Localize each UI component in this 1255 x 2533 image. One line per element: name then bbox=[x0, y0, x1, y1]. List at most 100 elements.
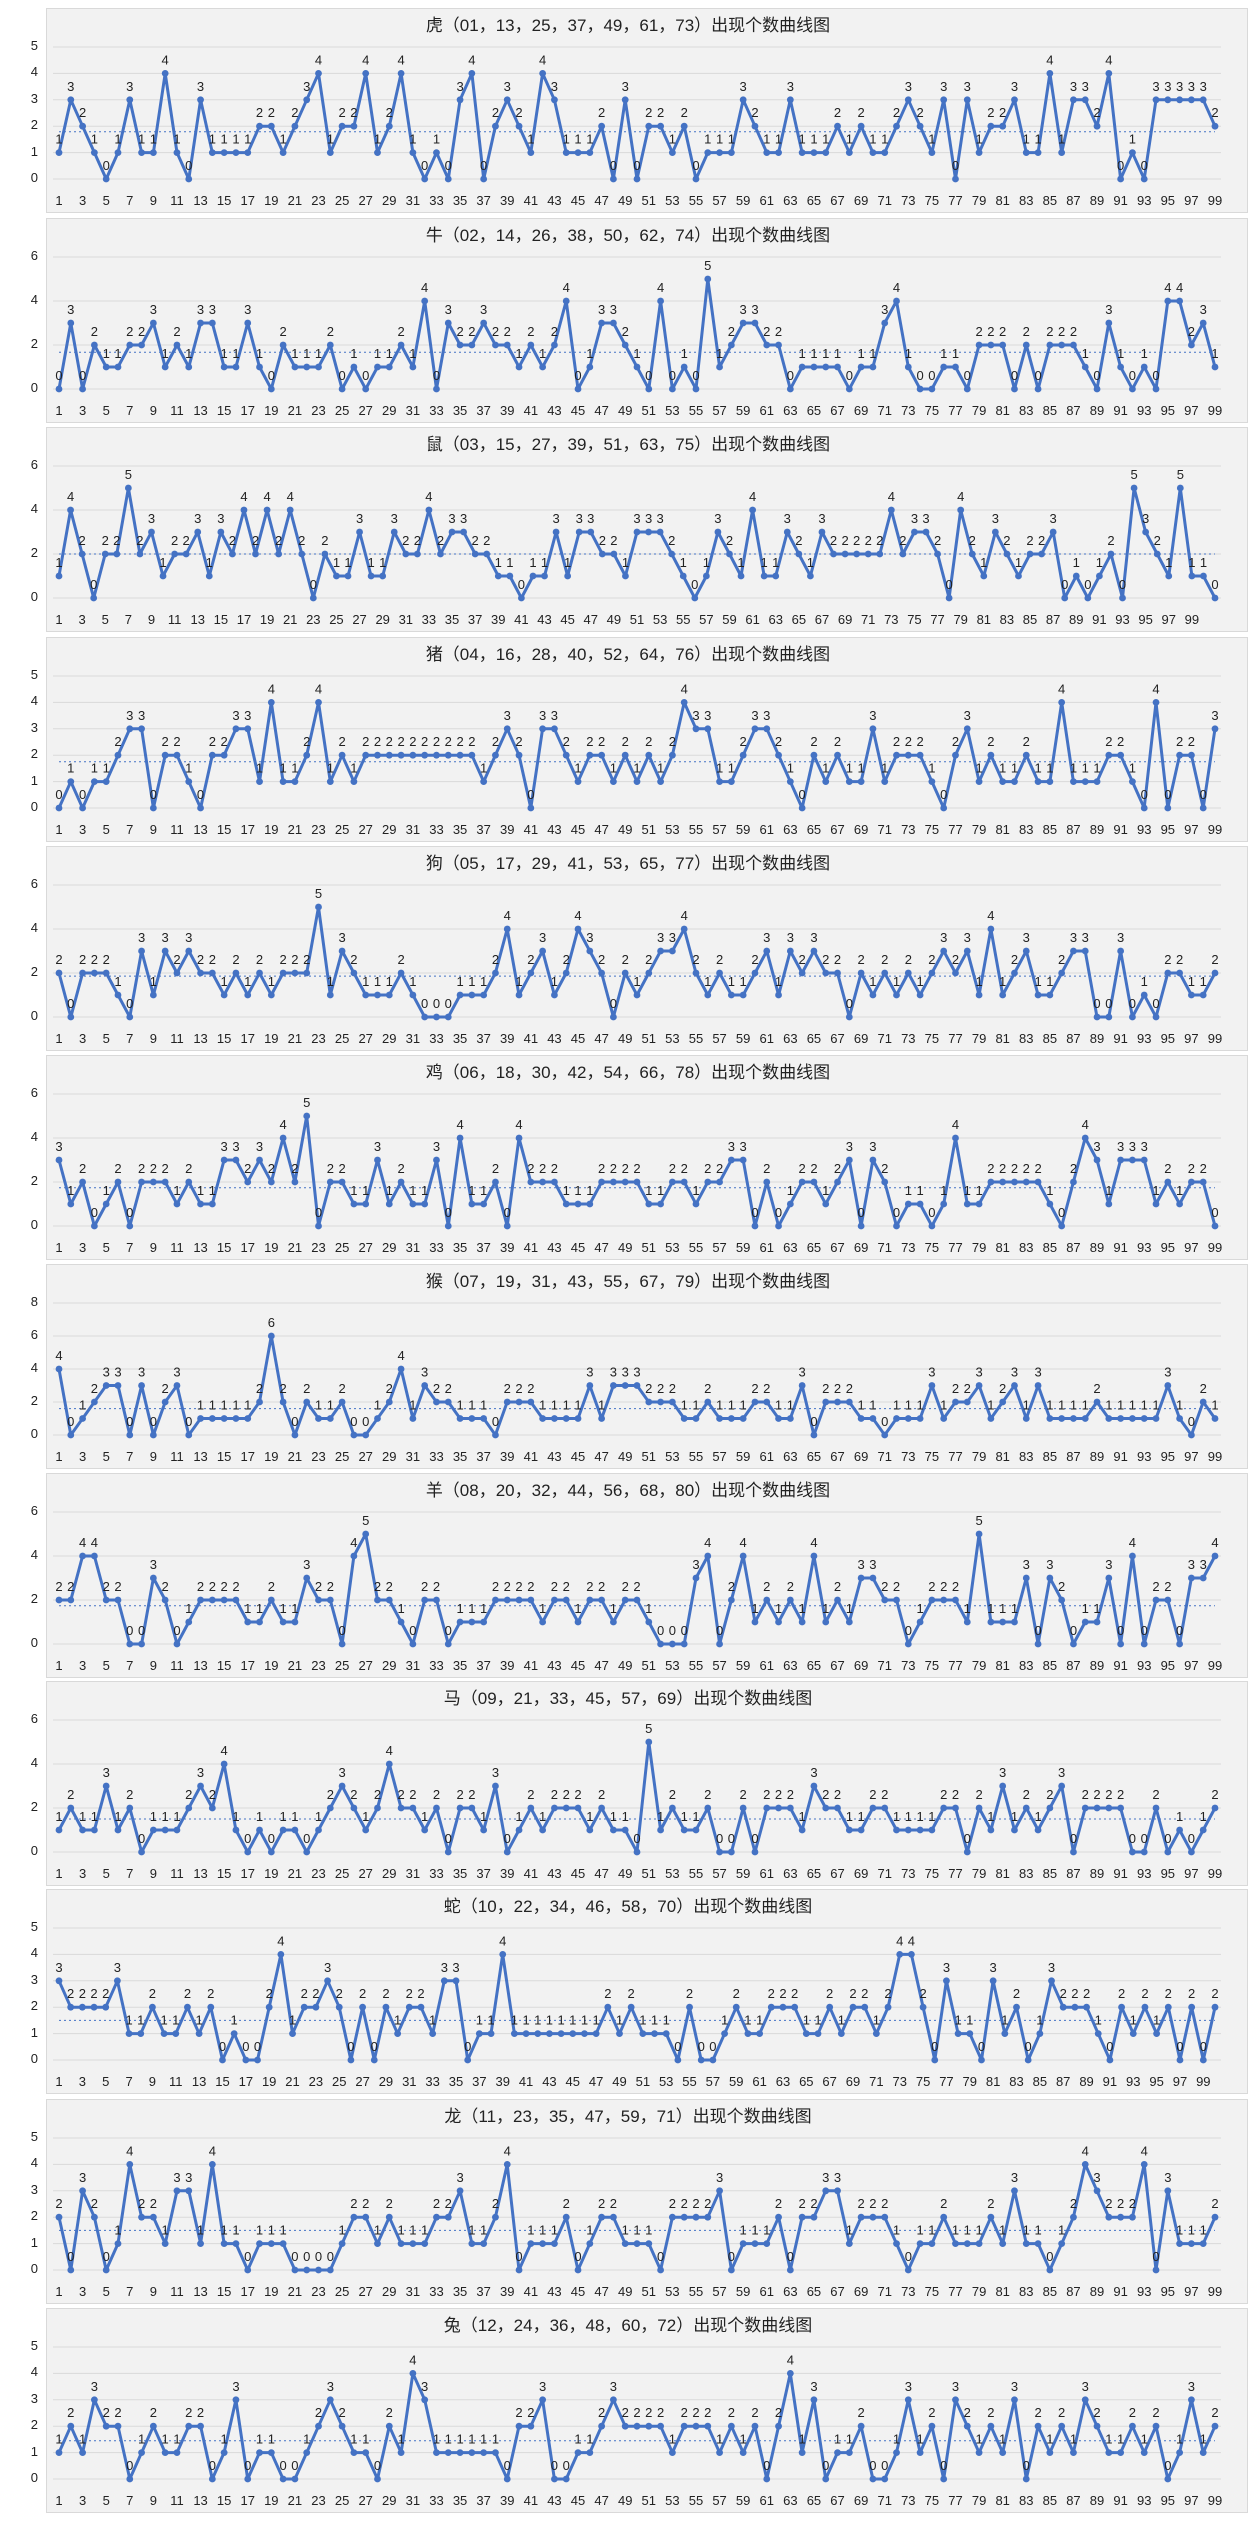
data-point bbox=[1011, 385, 1018, 393]
data-point bbox=[456, 96, 464, 104]
data-point bbox=[551, 991, 558, 999]
data-point bbox=[1188, 1848, 1195, 1856]
data-label: 1 bbox=[546, 2013, 553, 2028]
data-label: 1 bbox=[916, 2432, 923, 2447]
x-tick-label: 97 bbox=[1162, 612, 1176, 627]
data-label: 2 bbox=[162, 1161, 169, 1176]
x-tick-label: 93 bbox=[1137, 403, 1151, 418]
data-label: 3 bbox=[1082, 930, 1089, 945]
data-point bbox=[940, 804, 948, 812]
x-tick-label: 65 bbox=[807, 193, 821, 208]
data-label: 2 bbox=[468, 1787, 475, 1802]
data-point bbox=[952, 1596, 959, 1604]
data-point bbox=[1081, 778, 1089, 785]
data-label: 4 bbox=[1082, 1117, 1089, 1132]
data-point bbox=[78, 2003, 86, 2011]
x-tick-label: 33 bbox=[429, 1240, 443, 1255]
x-tick-label: 83 bbox=[1019, 1866, 1033, 1881]
data-point bbox=[362, 1530, 370, 1538]
data-point bbox=[1117, 2449, 1125, 2456]
data-label: 2 bbox=[1118, 1986, 1125, 2001]
data-label: 1 bbox=[197, 1398, 204, 1413]
chart-panel: 虎（01，13，25，37，49，61，73）出现个数曲线图 1 3 5 7 9 11 13 1… bbox=[46, 8, 1248, 213]
data-label: 4 bbox=[1164, 280, 1171, 295]
data-point bbox=[409, 991, 417, 999]
data-label: 2 bbox=[280, 1381, 287, 1396]
x-tick-label: 27 bbox=[358, 1658, 372, 1673]
data-point bbox=[1129, 149, 1136, 157]
data-label: 3 bbox=[217, 511, 224, 526]
data-label: 2 bbox=[183, 533, 190, 548]
data-label: 2 bbox=[733, 1986, 740, 2001]
data-point bbox=[149, 149, 157, 157]
data-point bbox=[1176, 297, 1184, 305]
x-tick-label: 63 bbox=[783, 1866, 797, 1881]
data-point bbox=[610, 778, 617, 785]
data-point bbox=[291, 1826, 299, 1834]
data-label: 2 bbox=[1117, 734, 1124, 749]
data-label: 1 bbox=[221, 346, 228, 361]
data-point bbox=[303, 96, 311, 104]
data-label: 2 bbox=[1129, 2405, 1136, 2420]
data-point bbox=[208, 2161, 216, 2168]
data-label: 2 bbox=[841, 533, 848, 548]
data-label: 2 bbox=[669, 1787, 676, 1802]
chart-panel: 鼠（03，15，27，39，51，63，75）出现个数曲线图 1 3 5 7 9 11 13 1… bbox=[46, 427, 1248, 632]
data-point bbox=[822, 363, 830, 371]
data-point bbox=[1199, 991, 1207, 999]
data-point bbox=[999, 778, 1007, 785]
data-point bbox=[621, 2240, 629, 2247]
x-tick-label: 43 bbox=[547, 822, 561, 837]
data-point bbox=[963, 2240, 971, 2247]
data-label: 1 bbox=[1211, 346, 1218, 361]
data-point bbox=[904, 1640, 912, 1648]
x-tick-label: 15 bbox=[215, 2074, 229, 2089]
data-point bbox=[645, 751, 653, 759]
data-point bbox=[1140, 804, 1148, 812]
data-point bbox=[279, 778, 287, 785]
data-label: 1 bbox=[185, 346, 192, 361]
data-point bbox=[138, 2213, 145, 2221]
data-label: 0 bbox=[1106, 2039, 1113, 2054]
data-label: 1 bbox=[350, 2432, 357, 2447]
data-point bbox=[786, 2266, 794, 2274]
x-tick-label: 15 bbox=[217, 822, 231, 837]
data-label: 5 bbox=[125, 467, 132, 482]
data-label: 1 bbox=[244, 1398, 251, 1413]
data-point bbox=[845, 1398, 853, 1406]
data-label: 1 bbox=[633, 2223, 640, 2238]
data-label: 1 bbox=[515, 1809, 522, 1824]
data-label: 2 bbox=[252, 533, 259, 548]
data-point bbox=[114, 1382, 122, 1389]
data-label: 1 bbox=[893, 2223, 900, 2238]
data-point bbox=[798, 1618, 806, 1626]
data-point bbox=[527, 149, 535, 157]
data-label: 1 bbox=[1165, 555, 1172, 570]
data-point bbox=[1093, 1156, 1101, 1164]
data-point bbox=[704, 1178, 712, 1186]
data-label: 4 bbox=[681, 908, 688, 923]
data-label: 1 bbox=[574, 761, 581, 776]
data-point bbox=[775, 149, 782, 157]
x-tick-label: 81 bbox=[995, 1449, 1009, 1464]
data-point bbox=[739, 2240, 747, 2247]
y-tick-label: 0 bbox=[30, 1217, 38, 1232]
data-label: 2 bbox=[952, 1579, 959, 1594]
data-label: 0 bbox=[1070, 1623, 1077, 1638]
data-point bbox=[1046, 1574, 1054, 1582]
data-point bbox=[326, 149, 334, 157]
data-point bbox=[810, 1782, 818, 1790]
data-label: 0 bbox=[1200, 787, 1207, 802]
data-point bbox=[1211, 1415, 1219, 1422]
data-point bbox=[55, 2213, 63, 2221]
data-label: 2 bbox=[221, 1579, 228, 1594]
data-label: 3 bbox=[1046, 1557, 1053, 1572]
data-point bbox=[149, 804, 157, 812]
x-tick-label: 89 bbox=[1090, 403, 1104, 418]
data-point bbox=[1046, 1804, 1054, 1812]
x-tick-label: 95 bbox=[1161, 2284, 1175, 2299]
data-label: 2 bbox=[704, 1161, 711, 1176]
data-point bbox=[267, 1596, 275, 1604]
data-point bbox=[90, 1222, 98, 1230]
data-point bbox=[539, 1178, 547, 1186]
